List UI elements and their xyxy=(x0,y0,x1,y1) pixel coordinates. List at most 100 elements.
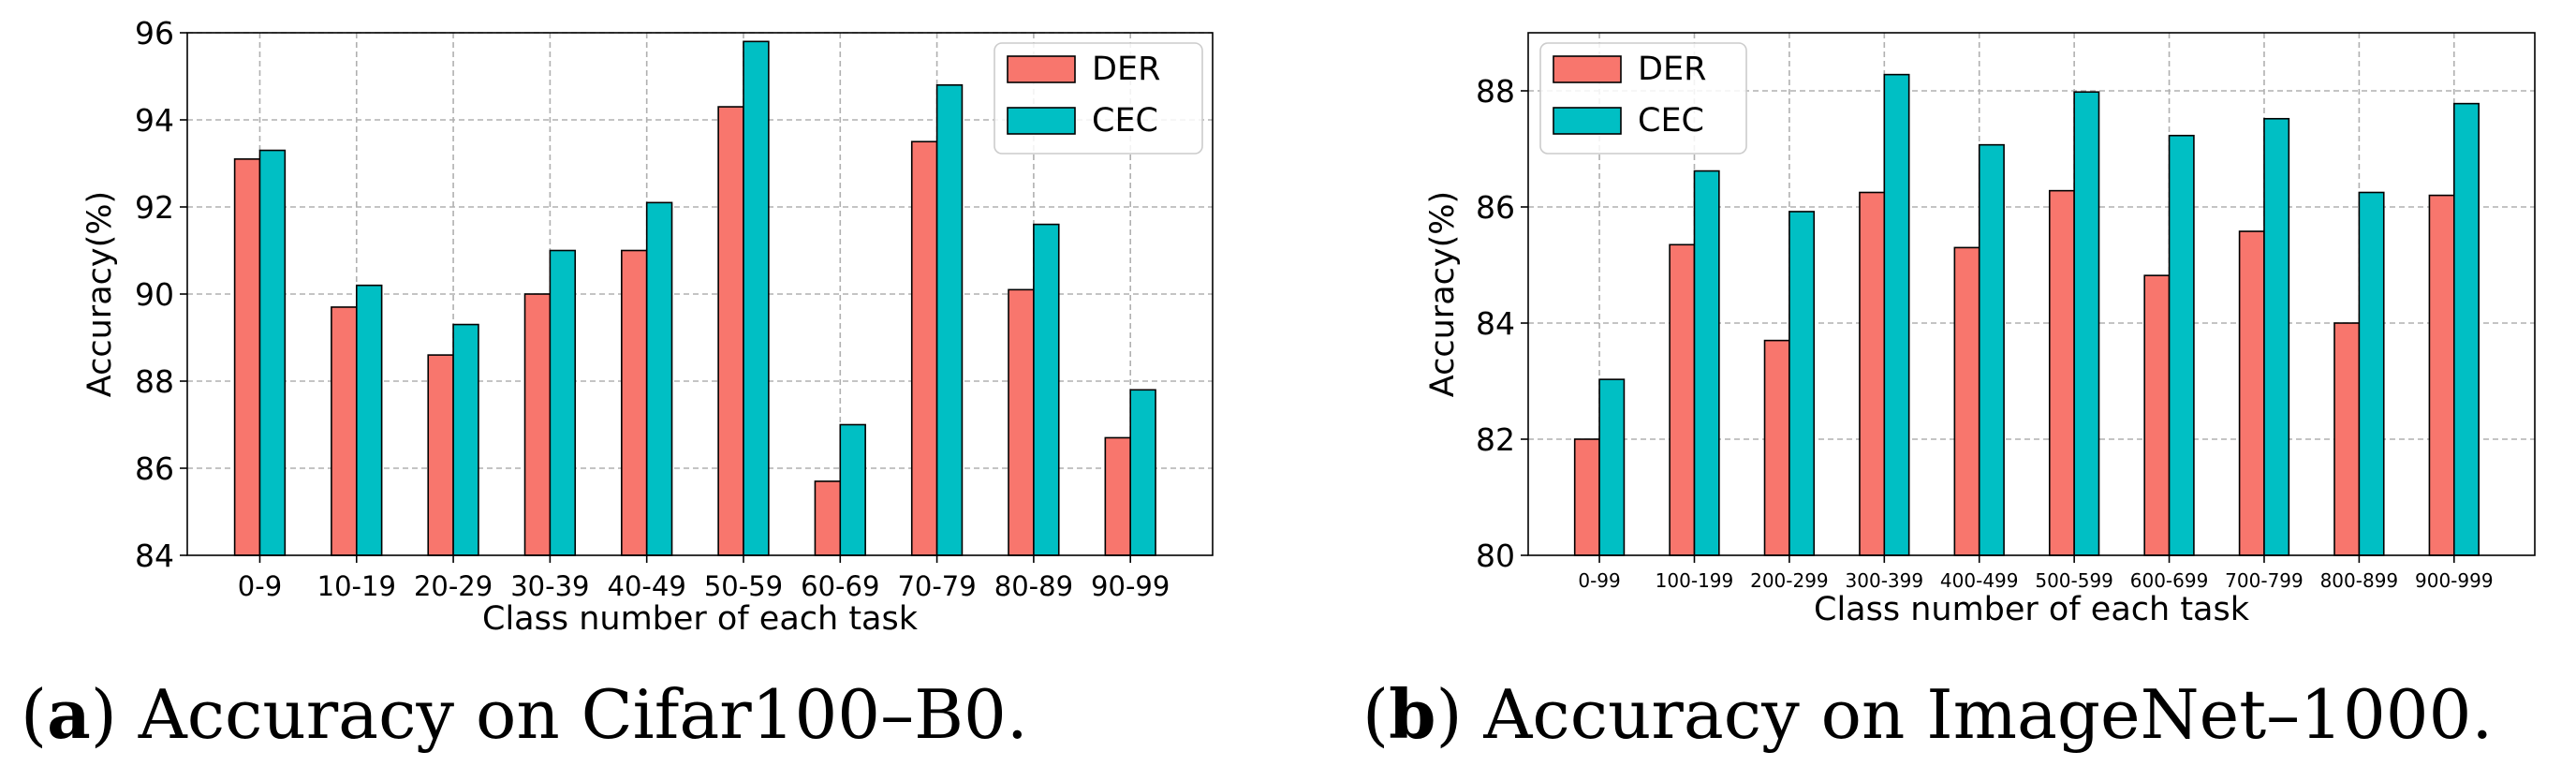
y-tick-label: 96 xyxy=(135,15,174,52)
x-tick-label: 400-499 xyxy=(1940,569,2019,592)
y-axis-label: Accuracy(%) xyxy=(81,191,119,397)
bar-cec-40-49 xyxy=(645,201,673,556)
bar-cec-70-79 xyxy=(935,84,964,556)
caption-text: ) Accuracy on Cifar100–B0. xyxy=(91,675,1028,754)
plot-frame xyxy=(1527,32,2536,556)
bar-cec-0-99 xyxy=(1598,378,1626,556)
bar-der-500-599 xyxy=(2048,189,2075,556)
bar-der-50-59 xyxy=(717,106,744,556)
legend: DER CEC xyxy=(994,42,1203,155)
x-tick-label: 30-39 xyxy=(510,570,589,602)
y-tick-label: 80 xyxy=(1476,538,1515,574)
y-tick-label: 84 xyxy=(135,538,174,574)
bar-cec-30-39 xyxy=(549,249,577,556)
bar-cec-700-799 xyxy=(2263,117,2290,556)
bar-der-200-299 xyxy=(1763,339,1790,556)
y-tick-label: 84 xyxy=(1476,305,1515,342)
bar-cec-80-89 xyxy=(1033,223,1060,556)
bar-der-900-999 xyxy=(2428,194,2455,556)
bar-cec-400-499 xyxy=(1978,143,2005,556)
x-axis-label: Class number of each task xyxy=(482,600,919,638)
legend-label-der: DER xyxy=(1638,51,1706,88)
x-tick-label: 300-399 xyxy=(1846,569,1924,592)
y-tick-label: 82 xyxy=(1476,421,1515,458)
x-tick-label: 100-199 xyxy=(1656,569,1734,592)
x-tick-label: 500-599 xyxy=(2035,569,2113,592)
legend: DER CEC xyxy=(1539,42,1747,155)
bar-der-700-799 xyxy=(2238,230,2265,556)
x-tick-label: 70-79 xyxy=(897,570,976,602)
legend-swatch-cec xyxy=(1007,107,1076,135)
y-tick-label: 86 xyxy=(1476,189,1515,226)
legend-label-cec: CEC xyxy=(1092,102,1158,140)
bar-der-10-19 xyxy=(331,306,358,556)
bar-der-400-499 xyxy=(1953,246,1980,556)
y-axis-ticks: 80 82 84 86 88 xyxy=(1476,73,1528,574)
x-axis-ticks: 0-99 100-199 200-299 300-399 400-499 500-599 6… xyxy=(1578,555,2494,592)
x-axis-label: Class number of each task xyxy=(1814,591,2250,628)
y-axis-ticks: 84 86 88 90 92 94 96 xyxy=(135,15,187,574)
x-tick-label: 50-59 xyxy=(704,570,783,602)
legend-label-cec: CEC xyxy=(1638,102,1704,140)
bar-der-800-899 xyxy=(2333,322,2361,556)
bars xyxy=(233,40,1156,556)
bar-der-60-69 xyxy=(814,480,842,556)
legend-label-der: DER xyxy=(1092,51,1160,88)
bar-der-90-99 xyxy=(1104,436,1131,556)
x-tick-label: 600-699 xyxy=(2130,569,2209,592)
bar-cec-500-599 xyxy=(2073,91,2100,556)
bar-der-20-29 xyxy=(427,354,454,556)
x-tick-label: 0-99 xyxy=(1578,569,1620,592)
bar-der-0-99 xyxy=(1573,438,1600,556)
x-tick-label: 80-89 xyxy=(994,570,1073,602)
bar-cec-900-999 xyxy=(2452,102,2480,556)
figure-caption: (a) Accuracy on Cifar100–B0. xyxy=(21,674,1028,754)
bar-der-0-9 xyxy=(233,158,261,556)
bar-cec-60-69 xyxy=(839,423,866,556)
x-tick-label: 40-49 xyxy=(608,570,686,602)
bar-cec-0-9 xyxy=(258,149,287,556)
y-tick-label: 86 xyxy=(135,450,174,487)
bar-cec-10-19 xyxy=(355,284,383,556)
x-tick-label: 0-9 xyxy=(238,570,282,602)
bar-der-40-49 xyxy=(621,249,648,556)
y-axis-label: Accuracy(%) xyxy=(1424,191,1462,397)
x-tick-label: 20-29 xyxy=(414,570,493,602)
x-tick-label: 900-999 xyxy=(2415,569,2494,592)
bar-der-600-699 xyxy=(2143,274,2171,556)
y-tick-label: 92 xyxy=(135,189,174,226)
y-tick-label: 90 xyxy=(135,276,174,313)
y-tick-label: 88 xyxy=(135,363,174,400)
caption-paren-open: ( xyxy=(21,675,47,754)
x-tick-label: 60-69 xyxy=(801,570,879,602)
caption-label: b xyxy=(1389,674,1435,754)
x-tick-label: 10-19 xyxy=(317,570,396,602)
bar-der-30-39 xyxy=(523,293,552,556)
bar-der-70-79 xyxy=(910,140,938,556)
bar-cec-200-299 xyxy=(1788,211,1816,556)
caption-label: a xyxy=(47,674,91,754)
chart-a-cifar100: 84 86 88 90 92 94 96 0-9 10-19 20-29 30-39 40-49 50-… xyxy=(21,15,1214,754)
bar-cec-90-99 xyxy=(1129,389,1156,556)
bar-cec-100-199 xyxy=(1693,169,1720,556)
bar-cec-600-699 xyxy=(2168,134,2195,556)
bar-der-300-399 xyxy=(1859,191,1886,556)
bar-der-80-89 xyxy=(1008,288,1035,556)
x-axis-ticks: 0-9 10-19 20-29 30-39 40-49 50-59 60-69 70-79 80… xyxy=(238,555,1170,602)
x-tick-label: 90-99 xyxy=(1091,570,1170,602)
bars xyxy=(1573,73,2480,556)
bar-cec-300-399 xyxy=(1883,73,1910,556)
legend-swatch-der xyxy=(1007,55,1076,83)
caption-text: ) Accuracy on ImageNet–1000. xyxy=(1435,675,2493,754)
legend-swatch-der xyxy=(1553,55,1622,83)
x-tick-label: 700-799 xyxy=(2225,569,2304,592)
x-tick-label: 800-899 xyxy=(2320,569,2399,592)
x-tick-label: 200-299 xyxy=(1750,569,1829,592)
y-tick-label: 94 xyxy=(135,102,174,139)
chart-b-imagenet: 80 82 84 86 88 0-99 100-199 200-299 300-399 400-4… xyxy=(1362,32,2536,754)
bar-cec-20-29 xyxy=(452,323,479,556)
caption-paren-open: ( xyxy=(1362,675,1389,754)
legend-swatch-cec xyxy=(1553,107,1622,135)
figure-caption: (b) Accuracy on ImageNet–1000. xyxy=(1362,674,2493,754)
